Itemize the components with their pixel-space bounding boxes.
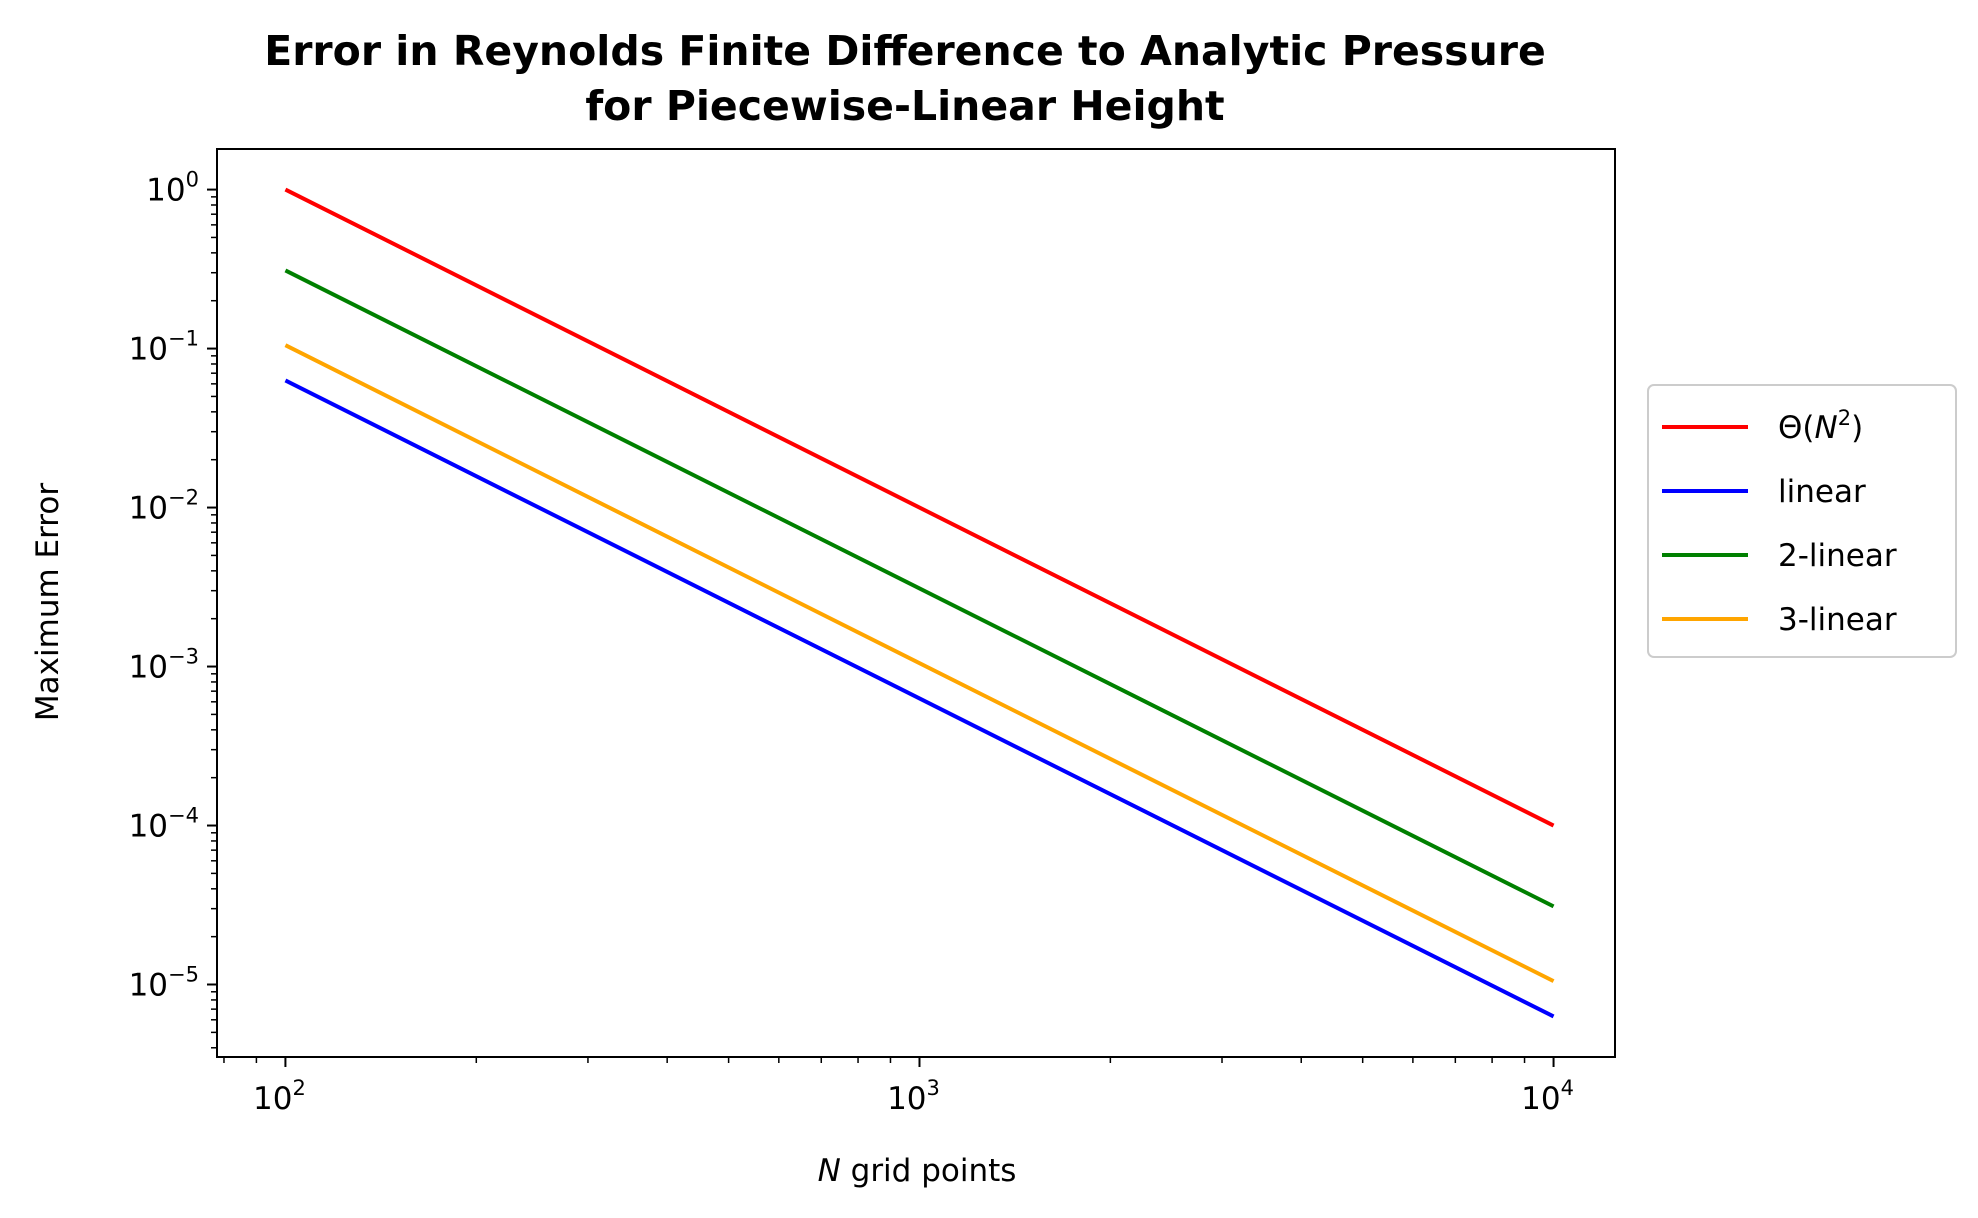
y-tick-exponent-1: −1 — [168, 327, 199, 351]
x-axis-label-text: grid points — [841, 1153, 1017, 1189]
x-axis-ticks: 102 103 104 — [223, 1057, 1574, 1117]
plot-area-frame — [216, 148, 1616, 1058]
chart-title: Error in Reynolds Finite Difference to A… — [264, 27, 1546, 130]
chart-title-line-1: Error in Reynolds Finite Difference to A… — [264, 27, 1546, 75]
series-line-3 — [284, 343, 1555, 983]
y-tick-exponent-0: 0 — [186, 168, 199, 192]
y-tick-exponent-4: −4 — [168, 804, 199, 828]
chart-title-line-2: for Piecewise-Linear Height — [585, 82, 1224, 130]
x-axis-label-variable: N — [818, 1153, 841, 1189]
legend-label-variable: N — [1815, 410, 1838, 446]
x-tick-exponent-1: 3 — [927, 1076, 940, 1100]
legend-label-3: 3-linear — [1778, 602, 1897, 638]
y-axis-ticks: 100 10−1 10−2 10−3 10−4 10−5 — [129, 168, 217, 1049]
y-tick-exponent-5: −5 — [168, 963, 199, 987]
series-line-2 — [284, 268, 1555, 909]
legend-label-2: 2-linear — [1778, 538, 1897, 574]
y-tick-label-2: 10−2 — [129, 486, 199, 527]
x-tick-label-2: 104 — [1521, 1076, 1574, 1117]
y-tick-exponent-3: −3 — [168, 645, 199, 669]
y-tick-label-1: 10−1 — [129, 327, 199, 368]
legend-label-close: ) — [1851, 410, 1863, 446]
series-lines — [284, 187, 1555, 1019]
legend-label-0: Θ(N2) — [1778, 406, 1863, 446]
y-axis-label: Maximum Error — [30, 483, 66, 721]
series-line-1 — [284, 378, 1555, 1019]
x-tick-exponent-2: 4 — [1561, 1076, 1574, 1100]
y-tick-label-3: 10−3 — [129, 645, 199, 686]
legend-box — [1647, 384, 1957, 658]
y-tick-exponent-2: −2 — [168, 486, 199, 510]
y-tick-label-5: 10−5 — [129, 963, 199, 1004]
x-tick-label-0: 102 — [253, 1076, 306, 1117]
x-tick-label-1: 103 — [887, 1076, 940, 1117]
legend: Θ(N2) linear 2-linear 3-linear — [1647, 384, 1957, 658]
x-tick-exponent-0: 2 — [292, 1076, 305, 1100]
legend-label-1: linear — [1778, 474, 1866, 510]
x-axis-label: N grid points — [818, 1153, 1017, 1189]
series-line-0 — [284, 187, 1555, 828]
legend-label-exponent: 2 — [1838, 406, 1851, 430]
y-tick-label-0: 100 — [146, 168, 199, 209]
y-tick-label-4: 10−4 — [129, 804, 199, 845]
